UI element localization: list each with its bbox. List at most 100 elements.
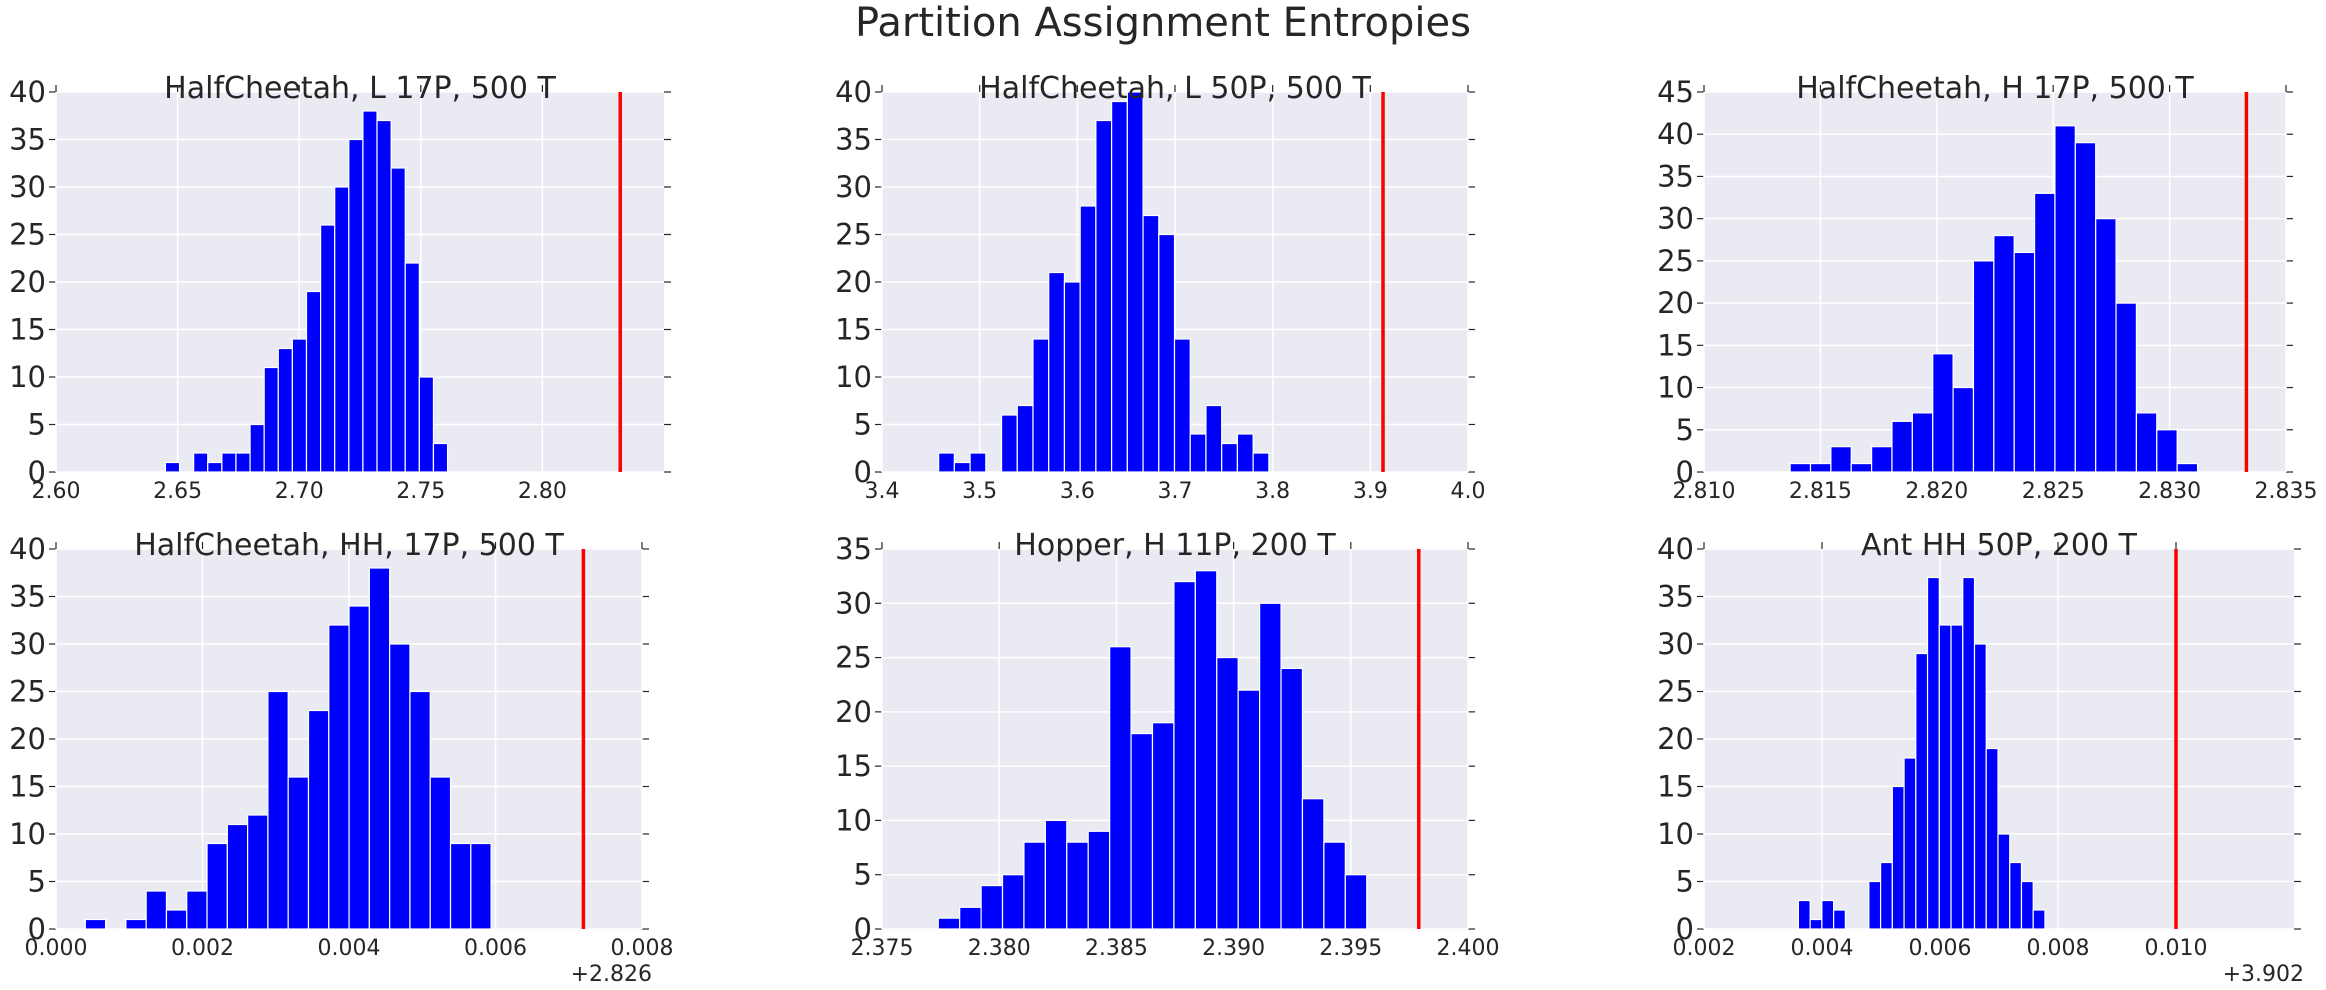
panel-title: HalfCheetah, HH, 17P, 500 T [134, 528, 564, 563]
histogram-bar [1216, 656, 1239, 930]
histogram-bar [1095, 119, 1113, 473]
y-tick-label: 5 [1676, 865, 1694, 899]
y-tick-label: 15 [835, 313, 872, 347]
histogram-bar [221, 452, 237, 473]
x-tick-label: 0.004 [1791, 936, 1854, 961]
x-tick-label: 2.75 [396, 479, 445, 504]
histogram-bar [1194, 570, 1218, 930]
histogram-bar [145, 890, 168, 930]
histogram-bar [348, 605, 370, 930]
histogram-bar [1066, 841, 1089, 930]
histogram-bar [263, 366, 279, 473]
histogram-bar [1130, 732, 1154, 930]
histogram-bar [226, 823, 249, 930]
histogram-bar [164, 461, 181, 473]
y-tick-label: 0 [28, 455, 46, 489]
y-tick-label: 25 [1657, 675, 1694, 709]
x-tick-label: 2.825 [2022, 479, 2085, 504]
y-tick-label: 10 [9, 817, 46, 851]
histogram-bar [247, 814, 269, 930]
histogram-bar [1871, 446, 1893, 473]
histogram-bar [1938, 624, 1952, 930]
histogram-bar [307, 709, 330, 930]
histogram-bar [1087, 830, 1111, 930]
y-tick-label: 35 [9, 123, 46, 157]
histogram-bar [277, 347, 293, 473]
histogram-bar [1301, 798, 1325, 930]
y-tick-label: 0 [854, 912, 872, 946]
figure-title: Partition Assignment Entropies [855, 0, 1471, 46]
x-tick-label: 2.820 [1905, 479, 1968, 504]
histogram-bar [320, 224, 336, 473]
y-tick-label: 15 [9, 770, 46, 804]
histogram-bar [362, 110, 378, 473]
histogram-bar [1158, 233, 1176, 473]
x-tick-label: 2.400 [1437, 936, 1500, 961]
panel-title: Ant HH 50P, 200 T [1861, 528, 2138, 563]
y-tick-label: 5 [854, 858, 872, 892]
y-tick-label: 25 [9, 675, 46, 709]
y-tick-label: 35 [9, 580, 46, 614]
histogram-bar [1985, 747, 1999, 930]
y-tick-label: 40 [835, 75, 872, 109]
y-tick-label: 5 [28, 408, 46, 442]
histogram-bar [2115, 302, 2138, 473]
histogram-bar [1821, 899, 1835, 930]
panel-title: HalfCheetah, L 50P, 500 T [979, 71, 1371, 106]
histogram-bar [1879, 861, 1893, 930]
histogram-bar [1048, 271, 1066, 473]
x-tick-label: 2.70 [275, 479, 324, 504]
histogram-bar [84, 918, 107, 930]
histogram-bar [1221, 442, 1239, 473]
histogram-bar [2033, 192, 2056, 473]
x-tick-label: 0.008 [611, 936, 674, 961]
x-tick-label: 2.60 [32, 479, 81, 504]
x-tick-label: 3.7 [1158, 479, 1193, 504]
histogram-bar [1950, 624, 1964, 930]
histogram-bar [328, 624, 350, 930]
histogram-bar [1809, 462, 1832, 473]
histogram-panel: 0 5 10 15 20 25 30 35 40 0.002 0.004 0.006 0.008 0.01… [1657, 528, 2304, 987]
y-tick-label: 40 [9, 75, 46, 109]
y-tick-label: 20 [1657, 722, 1694, 756]
histogram-bar [1023, 841, 1046, 930]
histogram-bar [1205, 404, 1223, 473]
x-tick-label: 2.395 [1319, 936, 1382, 961]
histogram-bar [1079, 205, 1097, 473]
panel-title: HalfCheetah, H 17P, 500 T [1796, 71, 2194, 106]
histogram-bar [2013, 251, 2036, 473]
y-tick-label: 5 [1676, 413, 1694, 447]
histogram-bar [207, 461, 223, 473]
histogram-bar [2176, 462, 2199, 473]
x-tick-label: 3.9 [1353, 479, 1388, 504]
x-tick-label: 2.835 [2255, 479, 2318, 504]
x-tick-label: 3.6 [1060, 479, 1095, 504]
x-tick-label: 0.008 [2027, 936, 2090, 961]
y-tick-label: 0 [28, 912, 46, 946]
histogram-bar [2074, 142, 2097, 473]
histogram-bar [2054, 125, 2076, 473]
y-tick-label: 20 [835, 695, 872, 729]
y-tick-label: 0 [854, 455, 872, 489]
histogram-panel: 0 5 10 15 20 25 30 35 40 3.4 3.5 3.6 3.7 3.8 3.9 4.0 Hal… [835, 71, 1485, 504]
y-tick-label: 20 [1657, 286, 1694, 320]
y-tick-label: 10 [1657, 371, 1694, 405]
x-tick-label: 2.385 [1085, 936, 1148, 961]
y-tick-label: 30 [9, 170, 46, 204]
histogram-bar [1001, 874, 1025, 930]
histogram-bar [1926, 576, 1940, 930]
histogram-bar [404, 262, 420, 473]
y-tick-label: 0 [1676, 455, 1694, 489]
y-tick-label: 5 [854, 408, 872, 442]
histogram-bar [287, 776, 310, 930]
histogram-bar [2009, 861, 2023, 930]
y-tick-label: 10 [9, 360, 46, 394]
x-tick-label: 3.8 [1255, 479, 1290, 504]
x-tick-label: 2.65 [153, 479, 202, 504]
histogram-bar [165, 909, 188, 930]
y-tick-label: 30 [1657, 627, 1694, 661]
histogram-bar [409, 690, 431, 930]
histogram-panel: 0 5 10 15 20 25 30 35 40 0.000 0.002 0.004 0.006 0.00… [9, 528, 673, 987]
histogram-bar [267, 690, 289, 930]
histogram-bar [1973, 643, 1987, 930]
